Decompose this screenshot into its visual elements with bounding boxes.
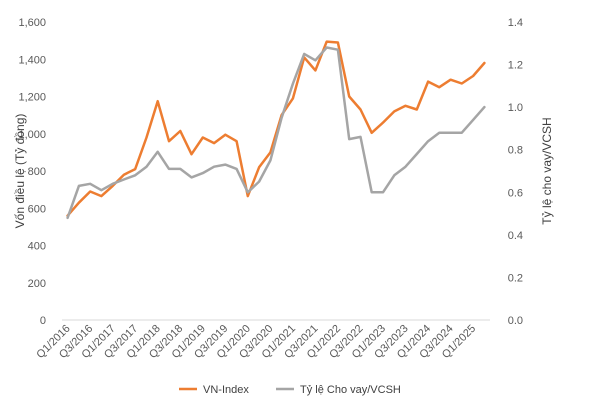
left-axis-tick-label: 1,600 — [18, 17, 46, 29]
right-axis-tick-label: 0.4 — [508, 230, 523, 242]
x-axis-ticks: Q1/2016Q3/2016Q1/2017Q3/2017Q1/2018Q3/20… — [34, 323, 478, 361]
right-axis-tick-label: 0.2 — [508, 272, 523, 284]
series-line-loan-ratio — [66, 46, 486, 220]
left-axis-title: Vốn điều lệ (Tỷ đồng) — [13, 114, 27, 229]
right-axis-ticks: 0.0 0.2 0.4 0.6 0.8 1.0 1.2 1.4 — [508, 17, 523, 327]
left-axis-tick-label: 200 — [28, 278, 46, 290]
right-axis-tick-label: 0.0 — [508, 315, 523, 327]
right-axis-title: Tỷ lệ cho vay/VCSH — [540, 117, 554, 224]
series-lines — [66, 40, 486, 220]
right-axis-tick-label: 1.2 — [508, 60, 523, 72]
left-axis-tick-label: 1,000 — [18, 129, 46, 141]
left-axis-tick-label: 400 — [28, 241, 46, 253]
left-axis-tick-label: 0 — [40, 315, 46, 327]
left-axis-tick-label: 1,200 — [18, 92, 46, 104]
left-axis-ticks: 0 200 400 600 800 1,000 1,200 1,400 1,600 — [18, 17, 46, 327]
left-axis-tick-label: 600 — [28, 203, 46, 215]
left-axis-tick-label: 1,400 — [18, 54, 46, 66]
legend-label-vn-index: VN-Index — [203, 384, 249, 396]
right-axis-tick-label: 1.4 — [508, 17, 523, 29]
series-line-vn-index — [66, 40, 486, 217]
right-axis-tick-label: 0.8 — [508, 145, 523, 157]
legend: VN-Index Tỷ lệ Cho vay/VCSH — [179, 384, 401, 396]
left-axis-tick-label: 800 — [28, 166, 46, 178]
right-axis-tick-label: 0.6 — [508, 187, 523, 199]
legend-label-loan-ratio: Tỷ lệ Cho vay/VCSH — [300, 384, 401, 396]
right-axis-tick-label: 1.0 — [508, 102, 523, 114]
